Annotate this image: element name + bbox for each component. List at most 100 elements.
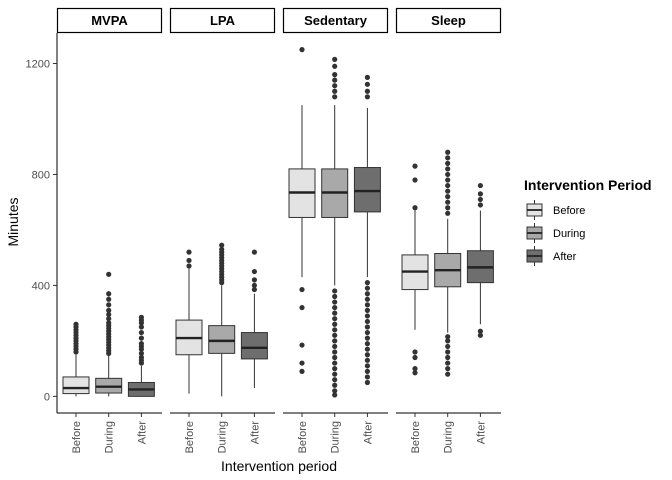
outlier-point [364,363,370,369]
outlier-point [332,88,338,94]
box-sedentary-after [353,74,381,386]
outlier-point [332,349,338,355]
outlier-point [332,299,338,305]
x-tick-label: During [330,421,342,453]
outlier-point [332,72,338,78]
outlier-point [186,249,192,255]
outlier-point [251,282,257,289]
outlier-point [106,302,112,308]
x-axis-title: Intervention period [221,458,337,474]
outlier-point [364,368,370,374]
outlier-point [106,320,112,326]
outlier-point [364,74,370,80]
outlier-point [364,291,370,297]
outlier-point [332,354,338,361]
outlier-point [332,332,338,338]
legend-item-before: Before [526,200,585,220]
outlier-point [364,285,370,291]
box-sedentary-before [288,47,316,374]
outlier-point [364,352,370,358]
outlier-point [445,343,451,350]
outlier-point [445,338,451,344]
outlier-point [445,171,451,178]
outlier-point [445,354,451,361]
box-sedentary-during [321,56,349,398]
outlier-point [332,83,338,89]
facet-panels: MVPA Before During After LPA Before During Afte… [56,7,502,453]
y-axis: 0 400 800 1200 [26,33,58,413]
facet-strip [395,7,502,34]
legend-key [526,246,543,266]
box-mvpa-during [95,271,123,397]
facet-strip-label: LPA [210,13,236,28]
outlier-point [299,286,305,293]
outlier-point [445,160,451,166]
y-tick-label: 0 [44,391,50,403]
outlier-point [477,182,483,189]
facet-strip-label: MVPA [91,13,128,28]
outlier-point [364,94,370,100]
outlier-point [332,94,338,100]
x-tick-label: After [249,421,261,445]
outlier-point [332,56,338,62]
outlier-point [364,302,370,308]
outlier-point [299,47,305,53]
outlier-point [445,188,451,194]
outlier-point [186,257,192,264]
outlier-point [106,296,112,302]
outlier-point [251,249,257,255]
outlier-point [364,357,370,363]
outlier-point [332,382,338,388]
outlier-point [219,242,225,248]
outlier-point [412,349,418,355]
outlier-point [445,149,451,155]
outlier-point [364,307,370,313]
outlier-point [138,335,144,341]
legend-item-label: During [553,228,585,240]
outlier-point [412,205,418,211]
legend: Intervention Period Before During After [524,177,652,266]
outlier-point [332,77,338,83]
outlier-point [251,268,257,275]
box-lpa-after [240,249,268,389]
x-tick-label: During [217,421,229,453]
outlier-point [332,366,338,372]
x-tick-label: Before [297,421,309,453]
outlier-point [445,155,451,161]
outlier-point [332,371,338,377]
outlier-point [412,354,418,361]
outlier-point [332,388,338,394]
outlier-point [445,360,451,366]
box-sleep-before [401,163,429,376]
outlier-point [477,196,483,203]
outlier-point [445,194,451,200]
outlier-point [412,177,418,183]
y-tick-label: 800 [32,169,50,181]
outlier-point [106,307,112,313]
facet-strip [56,7,163,34]
y-tick-label: 400 [32,280,50,292]
outlier-point [186,263,192,269]
outlier-point [364,329,370,336]
x-tick-label: After [136,421,148,445]
outlier-point [445,182,451,189]
outlier-point [138,329,144,336]
outlier-point [445,349,451,355]
x-tick-label: Before [184,421,196,453]
outlier-point [477,191,483,197]
outlier-point [332,63,338,69]
outlier-point [106,311,112,318]
box-iqr [353,167,381,213]
outlier-point [477,202,483,208]
y-tick-label: 1200 [26,59,50,71]
outlier-point [138,341,144,347]
outlier-point [332,310,338,316]
x-tick-label: During [104,421,116,453]
x-tick-label: Before [410,421,422,453]
facet-panel-mvpa: MVPA Before During After [56,7,163,453]
outlier-point [332,392,338,398]
outlier-point [138,324,144,330]
outlier-point [332,327,338,333]
outlier-point [364,280,370,286]
